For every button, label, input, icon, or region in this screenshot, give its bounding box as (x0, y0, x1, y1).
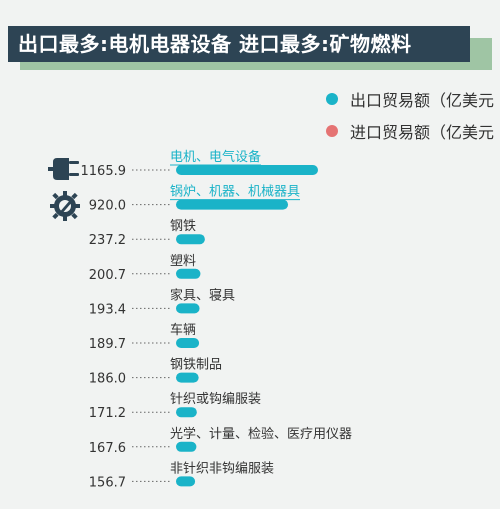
value-label: 193.4 (89, 302, 126, 317)
legend-label-import: 进口贸易额（亿美元 (349, 123, 494, 142)
legend-dot-import (325, 125, 338, 137)
value-label: 186.0 (89, 372, 126, 387)
value-label: 200.7 (89, 268, 126, 283)
category-label: 钢铁制品 (170, 358, 222, 373)
category-label: 针织或钩编服装 (170, 392, 261, 407)
legend-dot-export (325, 93, 338, 105)
bar (176, 303, 200, 314)
value-label: 156.7 (89, 475, 126, 490)
legend-label-export: 出口贸易额（亿美元 (349, 91, 494, 110)
bar (176, 441, 197, 452)
bar (176, 268, 201, 279)
value-label: 189.7 (89, 337, 126, 352)
legend-item-import: 进口贸易额（亿美元 (325, 119, 494, 143)
category-label: 钢铁 (170, 219, 196, 234)
bar (176, 234, 205, 245)
bar (176, 338, 200, 348)
legend-item-export: 出口贸易额（亿美元 (325, 87, 494, 111)
bar (176, 476, 196, 487)
value-label: 171.2 (89, 406, 126, 421)
bar (176, 372, 199, 383)
value-label: 167.6 (89, 441, 126, 456)
bar (176, 407, 197, 418)
category-label: 家具、寝具 (170, 287, 235, 303)
bar (176, 165, 318, 175)
category-label: 塑料 (170, 254, 196, 269)
category-label: 电机、电气设备 (170, 149, 261, 165)
category-label: 光学、计量、检验、医疗用仪器 (170, 426, 352, 442)
value-label: 1165.9 (81, 164, 127, 179)
gear-wrench-icon (47, 190, 83, 221)
chart-title: 出口最多:电机电器设备 进口最多:矿物燃料 (8, 26, 470, 62)
value-label: 237.2 (89, 233, 126, 248)
value-label: 920.0 (89, 199, 126, 214)
bar (176, 199, 289, 210)
category-label: 车辆 (170, 322, 196, 338)
category-label: 非针织非钩编服装 (170, 461, 274, 476)
plug-icon (47, 155, 83, 185)
category-label: 锅炉、机器、机械器具 (170, 184, 300, 200)
